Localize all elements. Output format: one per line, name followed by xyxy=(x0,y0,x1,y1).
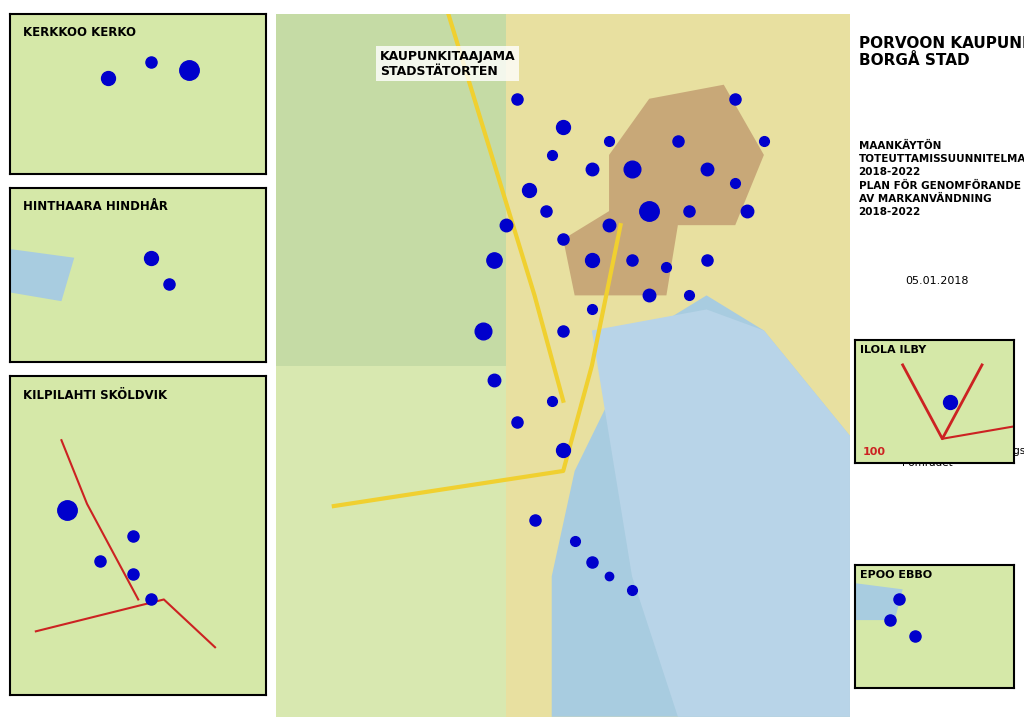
Polygon shape xyxy=(592,309,850,717)
Text: EPOO EBBO: EPOO EBBO xyxy=(860,570,932,580)
Text: 05.01.2018: 05.01.2018 xyxy=(905,277,969,287)
Polygon shape xyxy=(10,249,74,301)
Polygon shape xyxy=(10,376,266,695)
Polygon shape xyxy=(609,85,764,225)
Polygon shape xyxy=(10,188,266,362)
Text: HINTHAARA HINDHÅR: HINTHAARA HINDHÅR xyxy=(23,201,168,214)
Text: KILPILAHTI SKÖLDVIK: KILPILAHTI SKÖLDVIK xyxy=(23,390,167,403)
Polygon shape xyxy=(563,211,678,295)
Polygon shape xyxy=(10,14,266,174)
Text: KERKKOO KERKO: KERKKOO KERKO xyxy=(23,25,136,38)
Text: 100: 100 xyxy=(863,447,886,458)
Text: PORVOON KAUPUNKI
BORGÅ STAD: PORVOON KAUPUNKI BORGÅ STAD xyxy=(858,35,1024,68)
Polygon shape xyxy=(276,14,506,366)
Text: ILOLA ILBY: ILOLA ILBY xyxy=(860,345,926,355)
Polygon shape xyxy=(552,295,850,717)
Polygon shape xyxy=(276,366,506,717)
Text: KAUPUNKITAAJAMA
STADSTÄTORTEN: KAUPUNKITAAJAMA STADSTÄTORTEN xyxy=(380,49,515,77)
Text: MAANKÄYTÖN
TOTEUTTAMISSUUNNITELMA
2018-2022
PLAN FÖR GENOMFÖRANDE
AV MARKANVÄNDN: MAANKÄYTÖN TOTEUTTAMISSUUNNITELMA 2018-2… xyxy=(858,141,1024,217)
Polygon shape xyxy=(276,14,850,717)
Text: Alueella rakennetaan
katuja ja puistoja: Alueella rakennetaan katuja ja puistoja xyxy=(902,397,1014,419)
Polygon shape xyxy=(855,584,903,620)
Text: Gator och parker byggs
i området: Gator och parker byggs i området xyxy=(902,446,1024,468)
